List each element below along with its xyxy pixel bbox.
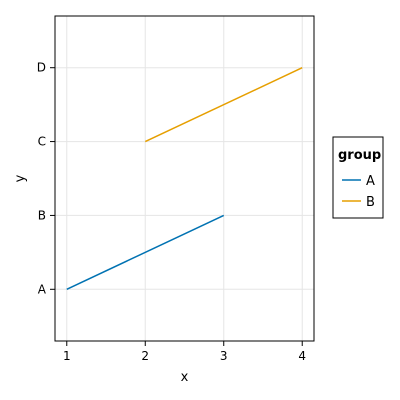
- x-tick-label: 2: [141, 349, 149, 363]
- y-tick-label: C: [38, 135, 46, 149]
- y-tick-label: A: [38, 282, 47, 296]
- legend: group AB: [332, 136, 384, 219]
- y-tick-label: D: [37, 61, 46, 75]
- ticks: [50, 67, 303, 346]
- x-tick-label: 3: [220, 349, 228, 363]
- y-axis-title: y: [13, 174, 28, 182]
- legend-box: [332, 136, 384, 219]
- legend-items: AB: [342, 174, 375, 210]
- x-axis-title: x: [181, 370, 189, 385]
- legend-label-A: A: [366, 174, 375, 189]
- grid: [55, 16, 314, 341]
- series-line-A: [66, 214, 225, 290]
- plot-frame: [54, 15, 315, 342]
- series-line-B: [144, 67, 303, 143]
- y-tick-label: B: [38, 208, 46, 222]
- x-tick-label: 1: [63, 349, 71, 363]
- tick-labels: 1 2 3 4 A B C D: [37, 61, 306, 363]
- legend-label-B: B: [366, 195, 375, 210]
- x-tick-label: 4: [298, 349, 306, 363]
- legend-title: group: [338, 148, 381, 163]
- series-layer: [66, 67, 303, 290]
